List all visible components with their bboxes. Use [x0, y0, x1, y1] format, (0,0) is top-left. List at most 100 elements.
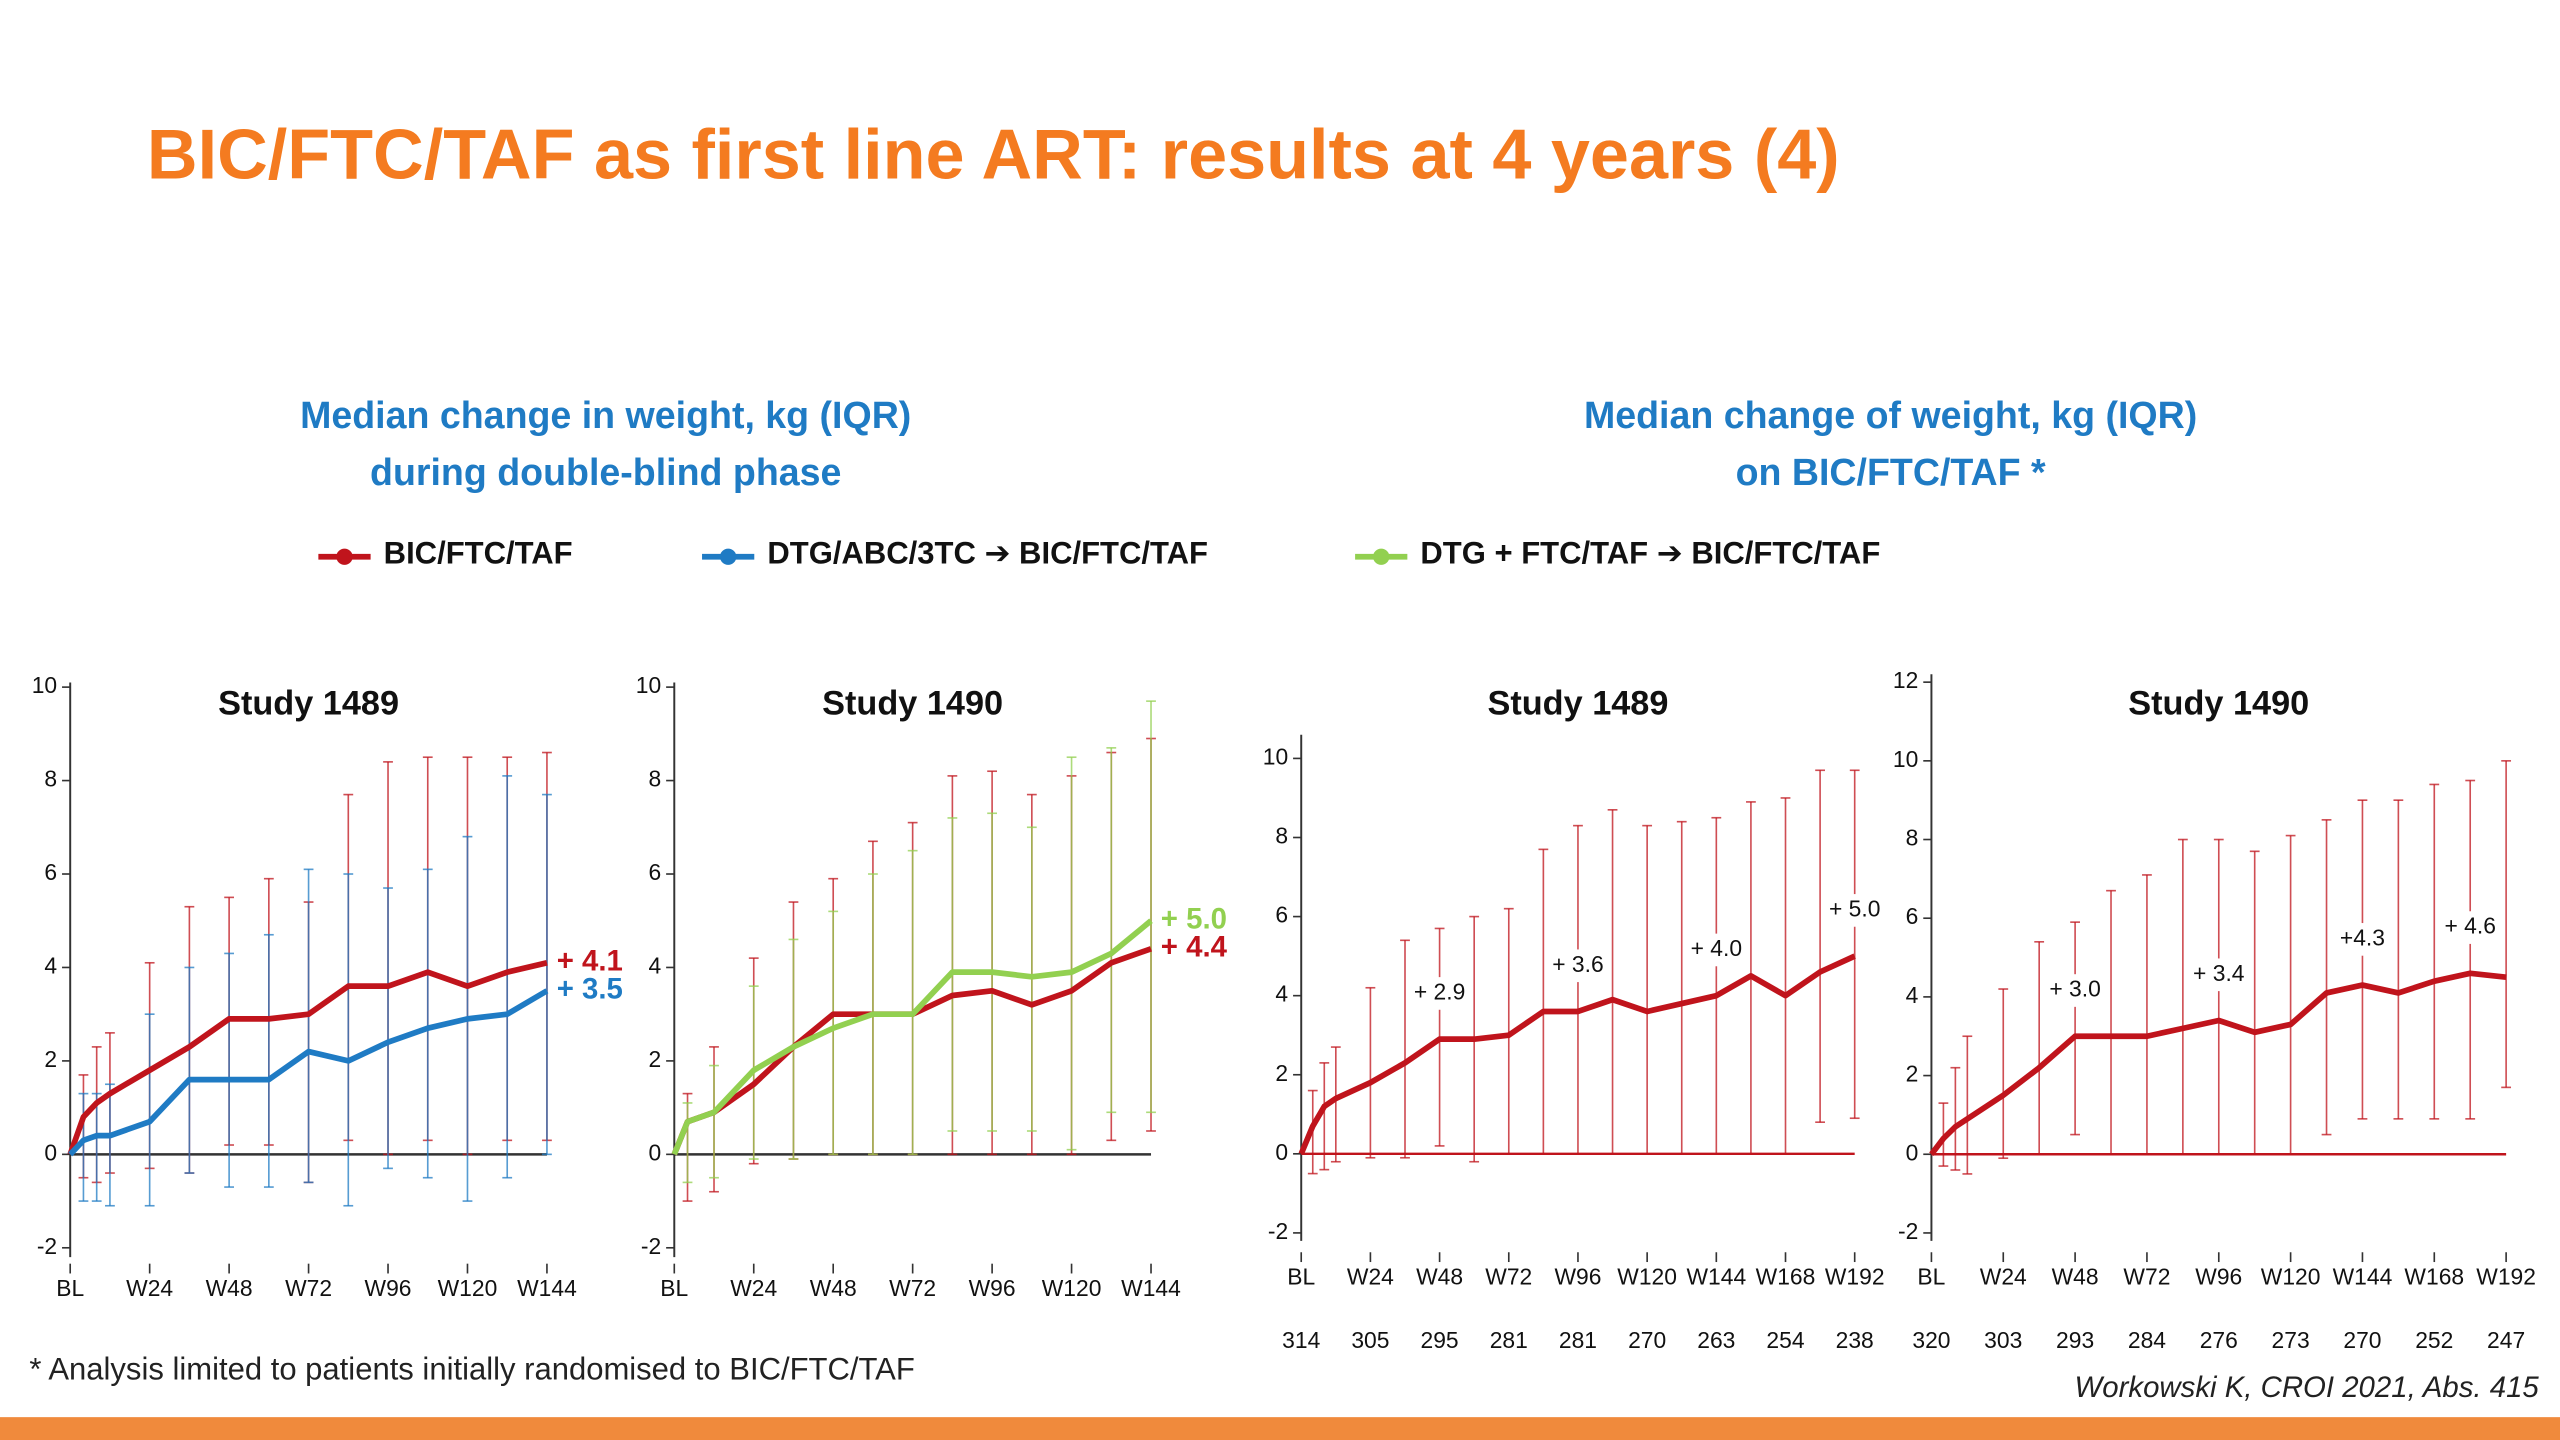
- value-label: +4.3: [2340, 924, 2385, 950]
- series-line: [67, 960, 548, 1156]
- sample-size: 305: [1351, 1327, 1389, 1353]
- x-tick-label: W96: [365, 1275, 412, 1301]
- value-label: + 5.0: [1829, 895, 1880, 921]
- value-label: + 3.4: [2193, 960, 2245, 986]
- x-tick-label: W24: [1347, 1263, 1394, 1289]
- y-tick-label: 10: [1893, 746, 1918, 772]
- legend-dot: [720, 548, 737, 565]
- y-tick-label: 10: [1263, 743, 1288, 769]
- citation: Workowski K, CROI 2021, Abs. 415: [2075, 1371, 2540, 1404]
- legend-dot: [336, 548, 353, 565]
- y-tick-label: 6: [1906, 903, 1919, 929]
- x-tick-label: W24: [126, 1275, 173, 1301]
- value-label: + 4.1: [557, 945, 623, 978]
- y-tick-label: 2: [44, 1046, 57, 1072]
- sample-size: 252: [2415, 1327, 2453, 1353]
- y-tick-label: 4: [44, 952, 57, 978]
- value-label-bg: [2042, 974, 2108, 1007]
- x-tick-label: W24: [1980, 1263, 2027, 1289]
- value-label: + 5.0: [1161, 903, 1227, 936]
- x-tick-label: W168: [2404, 1263, 2464, 1289]
- x-tick-label: BL: [660, 1275, 688, 1301]
- y-tick-label: 4: [1906, 982, 1919, 1008]
- sample-size: 254: [1766, 1327, 1804, 1353]
- value-label-bg: [2186, 958, 2252, 992]
- subtitle: during double-blind phase: [370, 451, 841, 493]
- y-tick-label: 10: [636, 672, 661, 698]
- value-label: + 4.0: [1691, 935, 1742, 961]
- y-tick-label: 2: [649, 1046, 662, 1072]
- x-tick-label: W144: [1121, 1275, 1181, 1301]
- legend-label: DTG/ABC/3TC ➔ BIC/FTC/TAF: [767, 535, 1208, 570]
- x-tick-label: W192: [1825, 1263, 1885, 1289]
- y-tick-label: 8: [1906, 825, 1919, 851]
- x-tick-label: W120: [2261, 1263, 2321, 1289]
- x-tick-label: W96: [969, 1275, 1016, 1301]
- series-line: [68, 988, 549, 1157]
- y-tick-label: 0: [44, 1139, 57, 1165]
- y-tick-label: 8: [44, 766, 57, 792]
- sample-size: 281: [1559, 1327, 1597, 1353]
- subtitle: on BIC/FTC/TAF *: [1736, 451, 2046, 493]
- y-tick-label: 2: [1906, 1061, 1919, 1087]
- x-tick-label: W48: [206, 1275, 253, 1301]
- sample-size: 247: [2487, 1327, 2525, 1353]
- x-tick-label: W48: [810, 1275, 857, 1301]
- x-tick-label: W48: [1416, 1263, 1463, 1289]
- sample-size: 270: [1628, 1327, 1666, 1353]
- y-tick-label: 6: [44, 859, 57, 885]
- y-tick-label: 0: [649, 1139, 662, 1165]
- value-label: + 4.4: [1161, 931, 1228, 964]
- x-tick-label: W120: [1617, 1263, 1677, 1289]
- sample-size: 281: [1490, 1327, 1528, 1353]
- y-tick-label: -2: [1268, 1218, 1288, 1244]
- x-tick-label: W72: [889, 1275, 936, 1301]
- x-tick-label: W72: [2123, 1263, 2170, 1289]
- legend-label: DTG + FTC/TAF ➔ BIC/FTC/TAF: [1420, 535, 1880, 570]
- x-tick-label: W120: [438, 1275, 498, 1301]
- legend-label: BIC/FTC/TAF: [384, 535, 573, 570]
- value-label-bg: [2437, 911, 2503, 944]
- y-tick-label: -2: [1898, 1218, 1918, 1244]
- x-tick-label: W192: [2476, 1263, 2536, 1289]
- sample-size: 293: [2056, 1327, 2094, 1353]
- value-label-bg: [2329, 923, 2396, 956]
- y-tick-label: 6: [1275, 902, 1288, 928]
- series-line: [671, 918, 1153, 1156]
- x-tick-label: W72: [285, 1275, 332, 1301]
- sample-size: 270: [2343, 1327, 2381, 1353]
- y-tick-label: 4: [649, 952, 662, 978]
- y-tick-label: 6: [649, 859, 662, 885]
- y-tick-label: 12: [1893, 667, 1918, 693]
- x-tick-label: W168: [1756, 1263, 1816, 1289]
- y-tick-label: 8: [649, 766, 662, 792]
- value-label: + 3.5: [557, 973, 623, 1006]
- legend-dot: [1373, 548, 1390, 565]
- value-label-bg: [1406, 977, 1473, 1010]
- y-tick-label: 4: [1275, 981, 1288, 1007]
- sample-size: 303: [1984, 1327, 2022, 1353]
- y-tick-label: -2: [641, 1233, 661, 1259]
- x-tick-label: W144: [2333, 1263, 2393, 1289]
- x-tick-label: W96: [1554, 1263, 1601, 1289]
- value-label: + 3.0: [2049, 976, 2100, 1002]
- x-tick-label: W72: [1485, 1263, 1532, 1289]
- x-tick-label: BL: [1917, 1263, 1945, 1289]
- sample-size: 273: [2272, 1327, 2310, 1353]
- sample-size: 314: [1282, 1327, 1320, 1353]
- subtitle: Median change of weight, kg (IQR): [1584, 394, 2197, 436]
- x-tick-label: W144: [1686, 1263, 1746, 1289]
- series-line: [1298, 953, 1856, 1155]
- subtitle: Median change in weight, kg (IQR): [300, 394, 911, 436]
- chart-title: Study 1490: [822, 684, 1003, 722]
- sample-size: 276: [2200, 1327, 2238, 1353]
- footer-bar: [0, 1417, 2560, 1440]
- slide-title: BIC/FTC/TAF as first line ART: results a…: [147, 115, 1840, 194]
- y-tick-label: -2: [37, 1233, 57, 1259]
- footnote: * Analysis limited to patients initially…: [29, 1352, 914, 1387]
- sample-size: 284: [2128, 1327, 2166, 1353]
- x-tick-label: W144: [517, 1275, 577, 1301]
- y-tick-label: 2: [1275, 1060, 1288, 1086]
- x-tick-label: BL: [56, 1275, 84, 1301]
